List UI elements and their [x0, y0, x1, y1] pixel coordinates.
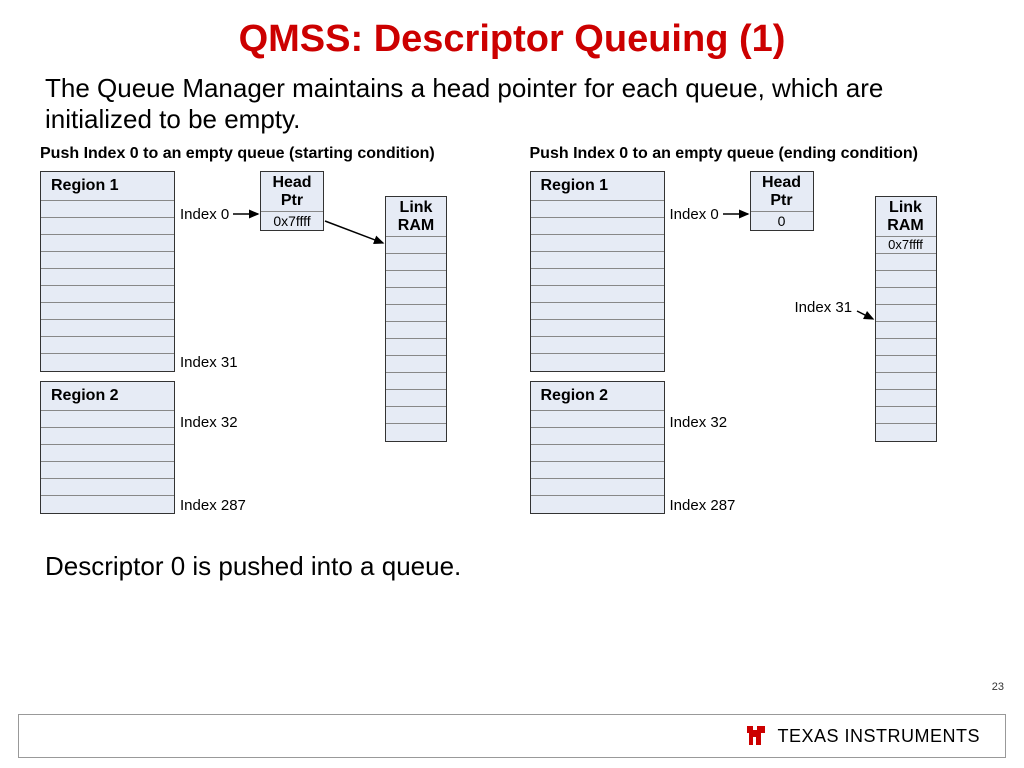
diagram-container: Push Index 0 to an empty queue (starting… — [0, 145, 1024, 541]
panel-title: Push Index 0 to an empty queue (starting… — [40, 145, 495, 163]
slide-title: QMSS: Descriptor Queuing (1) — [0, 0, 1024, 61]
ti-icon — [743, 723, 769, 749]
page-number: 23 — [992, 681, 1004, 693]
slide-description: The Queue Manager maintains a head point… — [0, 61, 1024, 145]
brand-name: TEXAS INSTRUMENTS — [777, 726, 980, 747]
arrow-icon — [40, 171, 510, 541]
arrow-icon — [530, 171, 1000, 541]
diagram-panel: Push Index 0 to an empty queue (starting… — [40, 145, 495, 541]
footer-bar: TEXAS INSTRUMENTS — [18, 714, 1006, 758]
diagram-panel: Push Index 0 to an empty queue (ending c… — [530, 145, 985, 541]
panel-title: Push Index 0 to an empty queue (ending c… — [530, 145, 985, 163]
brand-logo: TEXAS INSTRUMENTS — [743, 723, 980, 749]
footer-text: Descriptor 0 is pushed into a queue. — [0, 541, 1024, 592]
